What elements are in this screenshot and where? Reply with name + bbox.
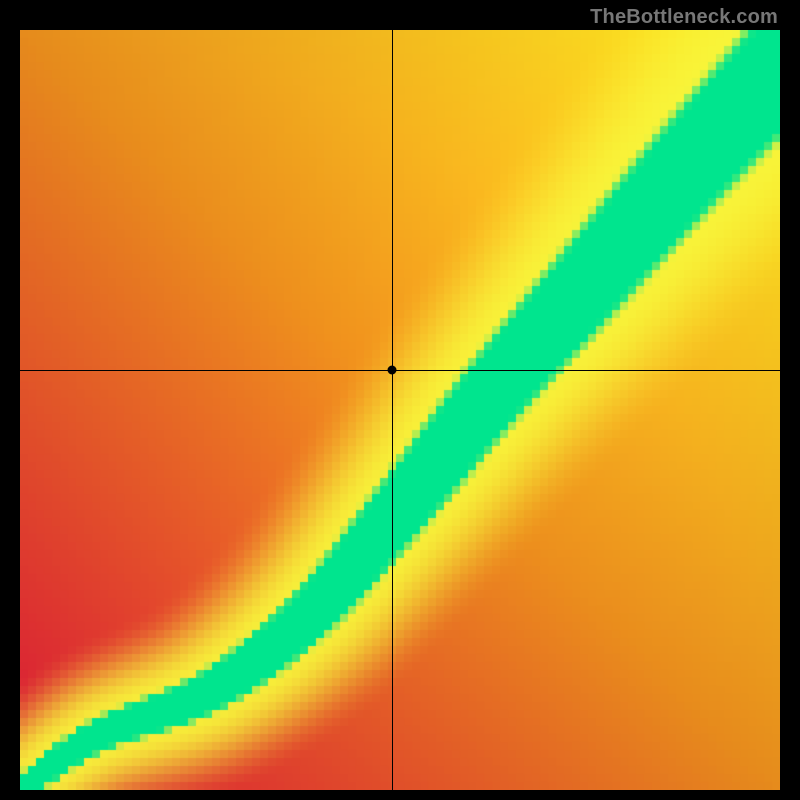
watermark-text: TheBottleneck.com <box>590 6 778 29</box>
crosshair-vertical <box>392 30 393 790</box>
heatmap-plot <box>20 30 780 790</box>
crosshair-horizontal <box>20 370 780 371</box>
heatmap-canvas <box>20 30 780 790</box>
crosshair-marker <box>388 365 397 374</box>
